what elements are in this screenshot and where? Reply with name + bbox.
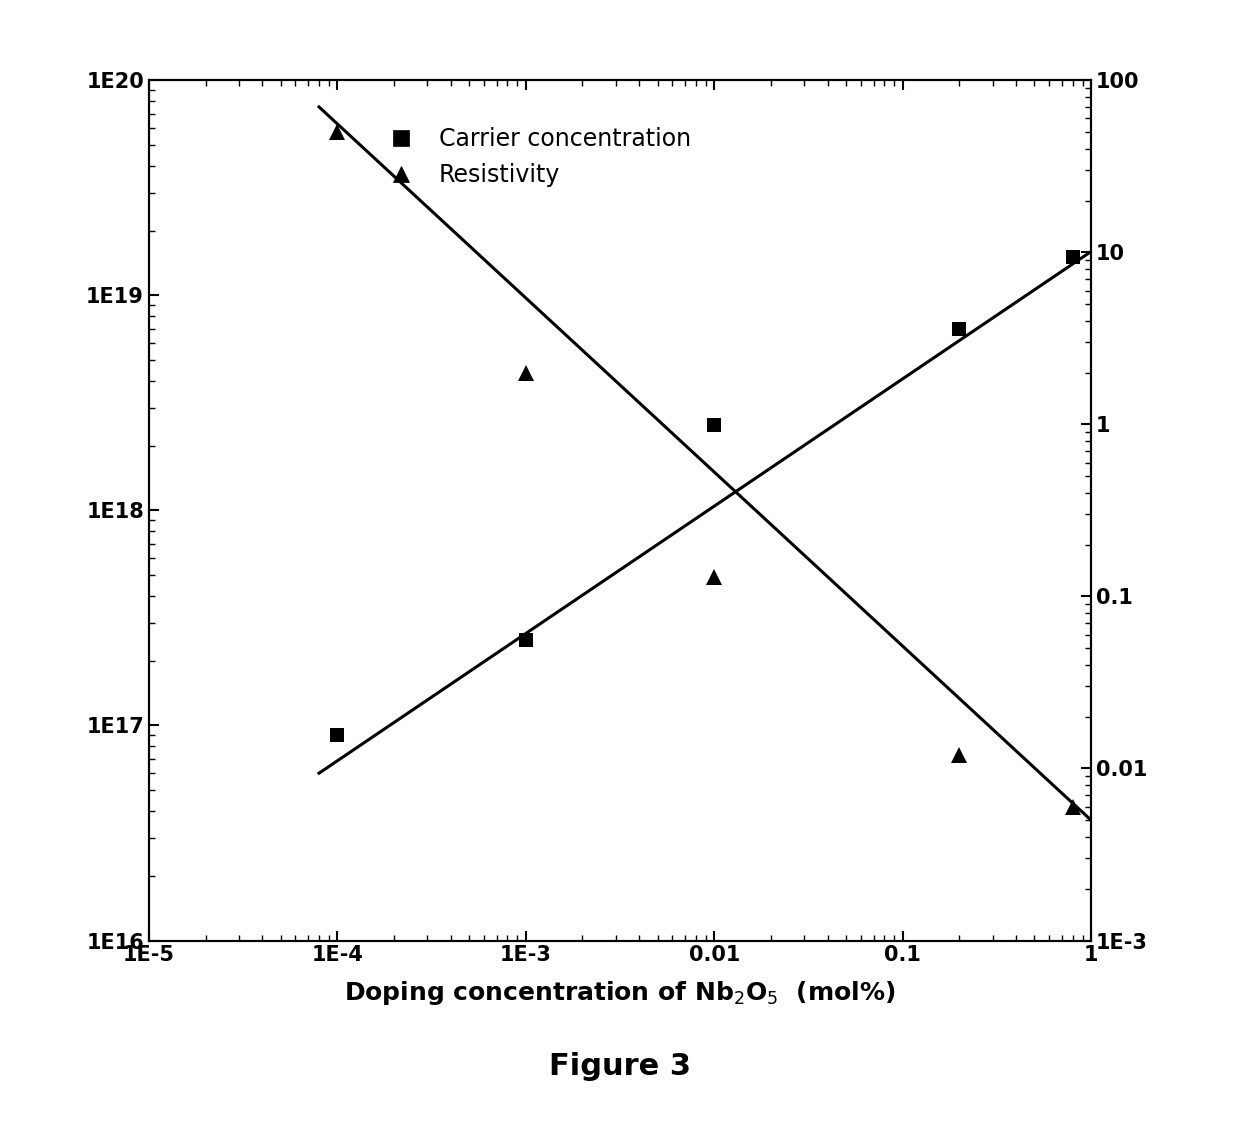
X-axis label: Doping concentration of Nb$_2$O$_5$  (mol%): Doping concentration of Nb$_2$O$_5$ (mol… <box>345 980 895 1007</box>
Legend: Carrier concentration, Resistivity: Carrier concentration, Resistivity <box>368 118 701 196</box>
Text: Figure 3: Figure 3 <box>549 1052 691 1082</box>
